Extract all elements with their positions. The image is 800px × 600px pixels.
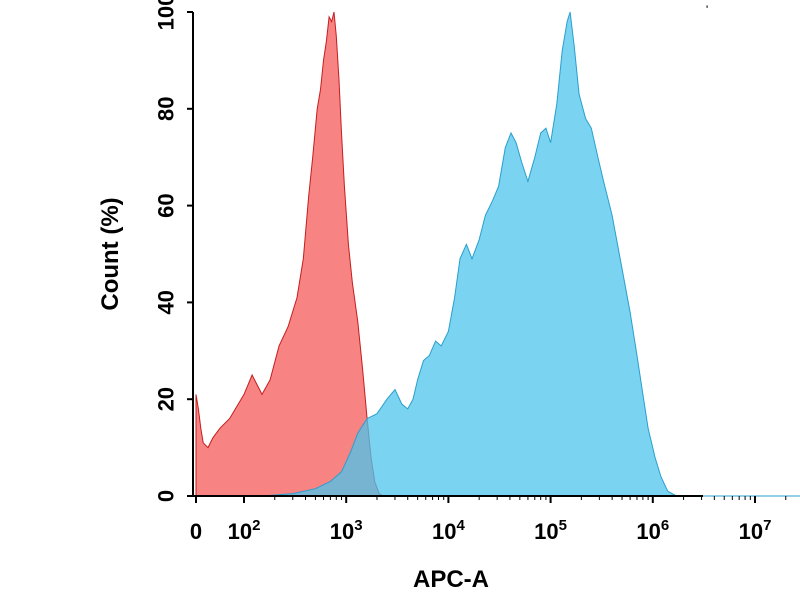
y-tick-label: 40 <box>154 290 179 314</box>
x-tick-label: 103 <box>330 517 363 544</box>
x-ticks: 0102103104105106107108 <box>190 496 787 544</box>
x-tick-label: 0 <box>190 519 202 544</box>
y-tick-label: 20 <box>154 387 179 411</box>
x-tick-label: 102 <box>228 517 261 544</box>
y-axis-label: Count (%) <box>97 197 124 310</box>
y-tick-label: 0 <box>154 490 179 502</box>
series-layer <box>195 11 800 497</box>
x-tick-label: 106 <box>636 517 669 544</box>
histogram-series-2 <box>261 11 800 497</box>
x-tick-label: 105 <box>534 517 567 544</box>
corner-tick-mark: ' <box>706 4 708 14</box>
x-axis-label: APC-A <box>413 566 489 593</box>
y-tick-label: 100 <box>154 0 179 30</box>
y-tick-label: 60 <box>154 193 179 217</box>
y-ticks: 0 20 40 60 80 100 <box>154 0 193 502</box>
x-tick-label: 107 <box>739 517 772 544</box>
y-tick-label: 80 <box>154 97 179 121</box>
histogram-series-1 <box>195 11 386 497</box>
x-tick-label: 104 <box>432 517 465 544</box>
